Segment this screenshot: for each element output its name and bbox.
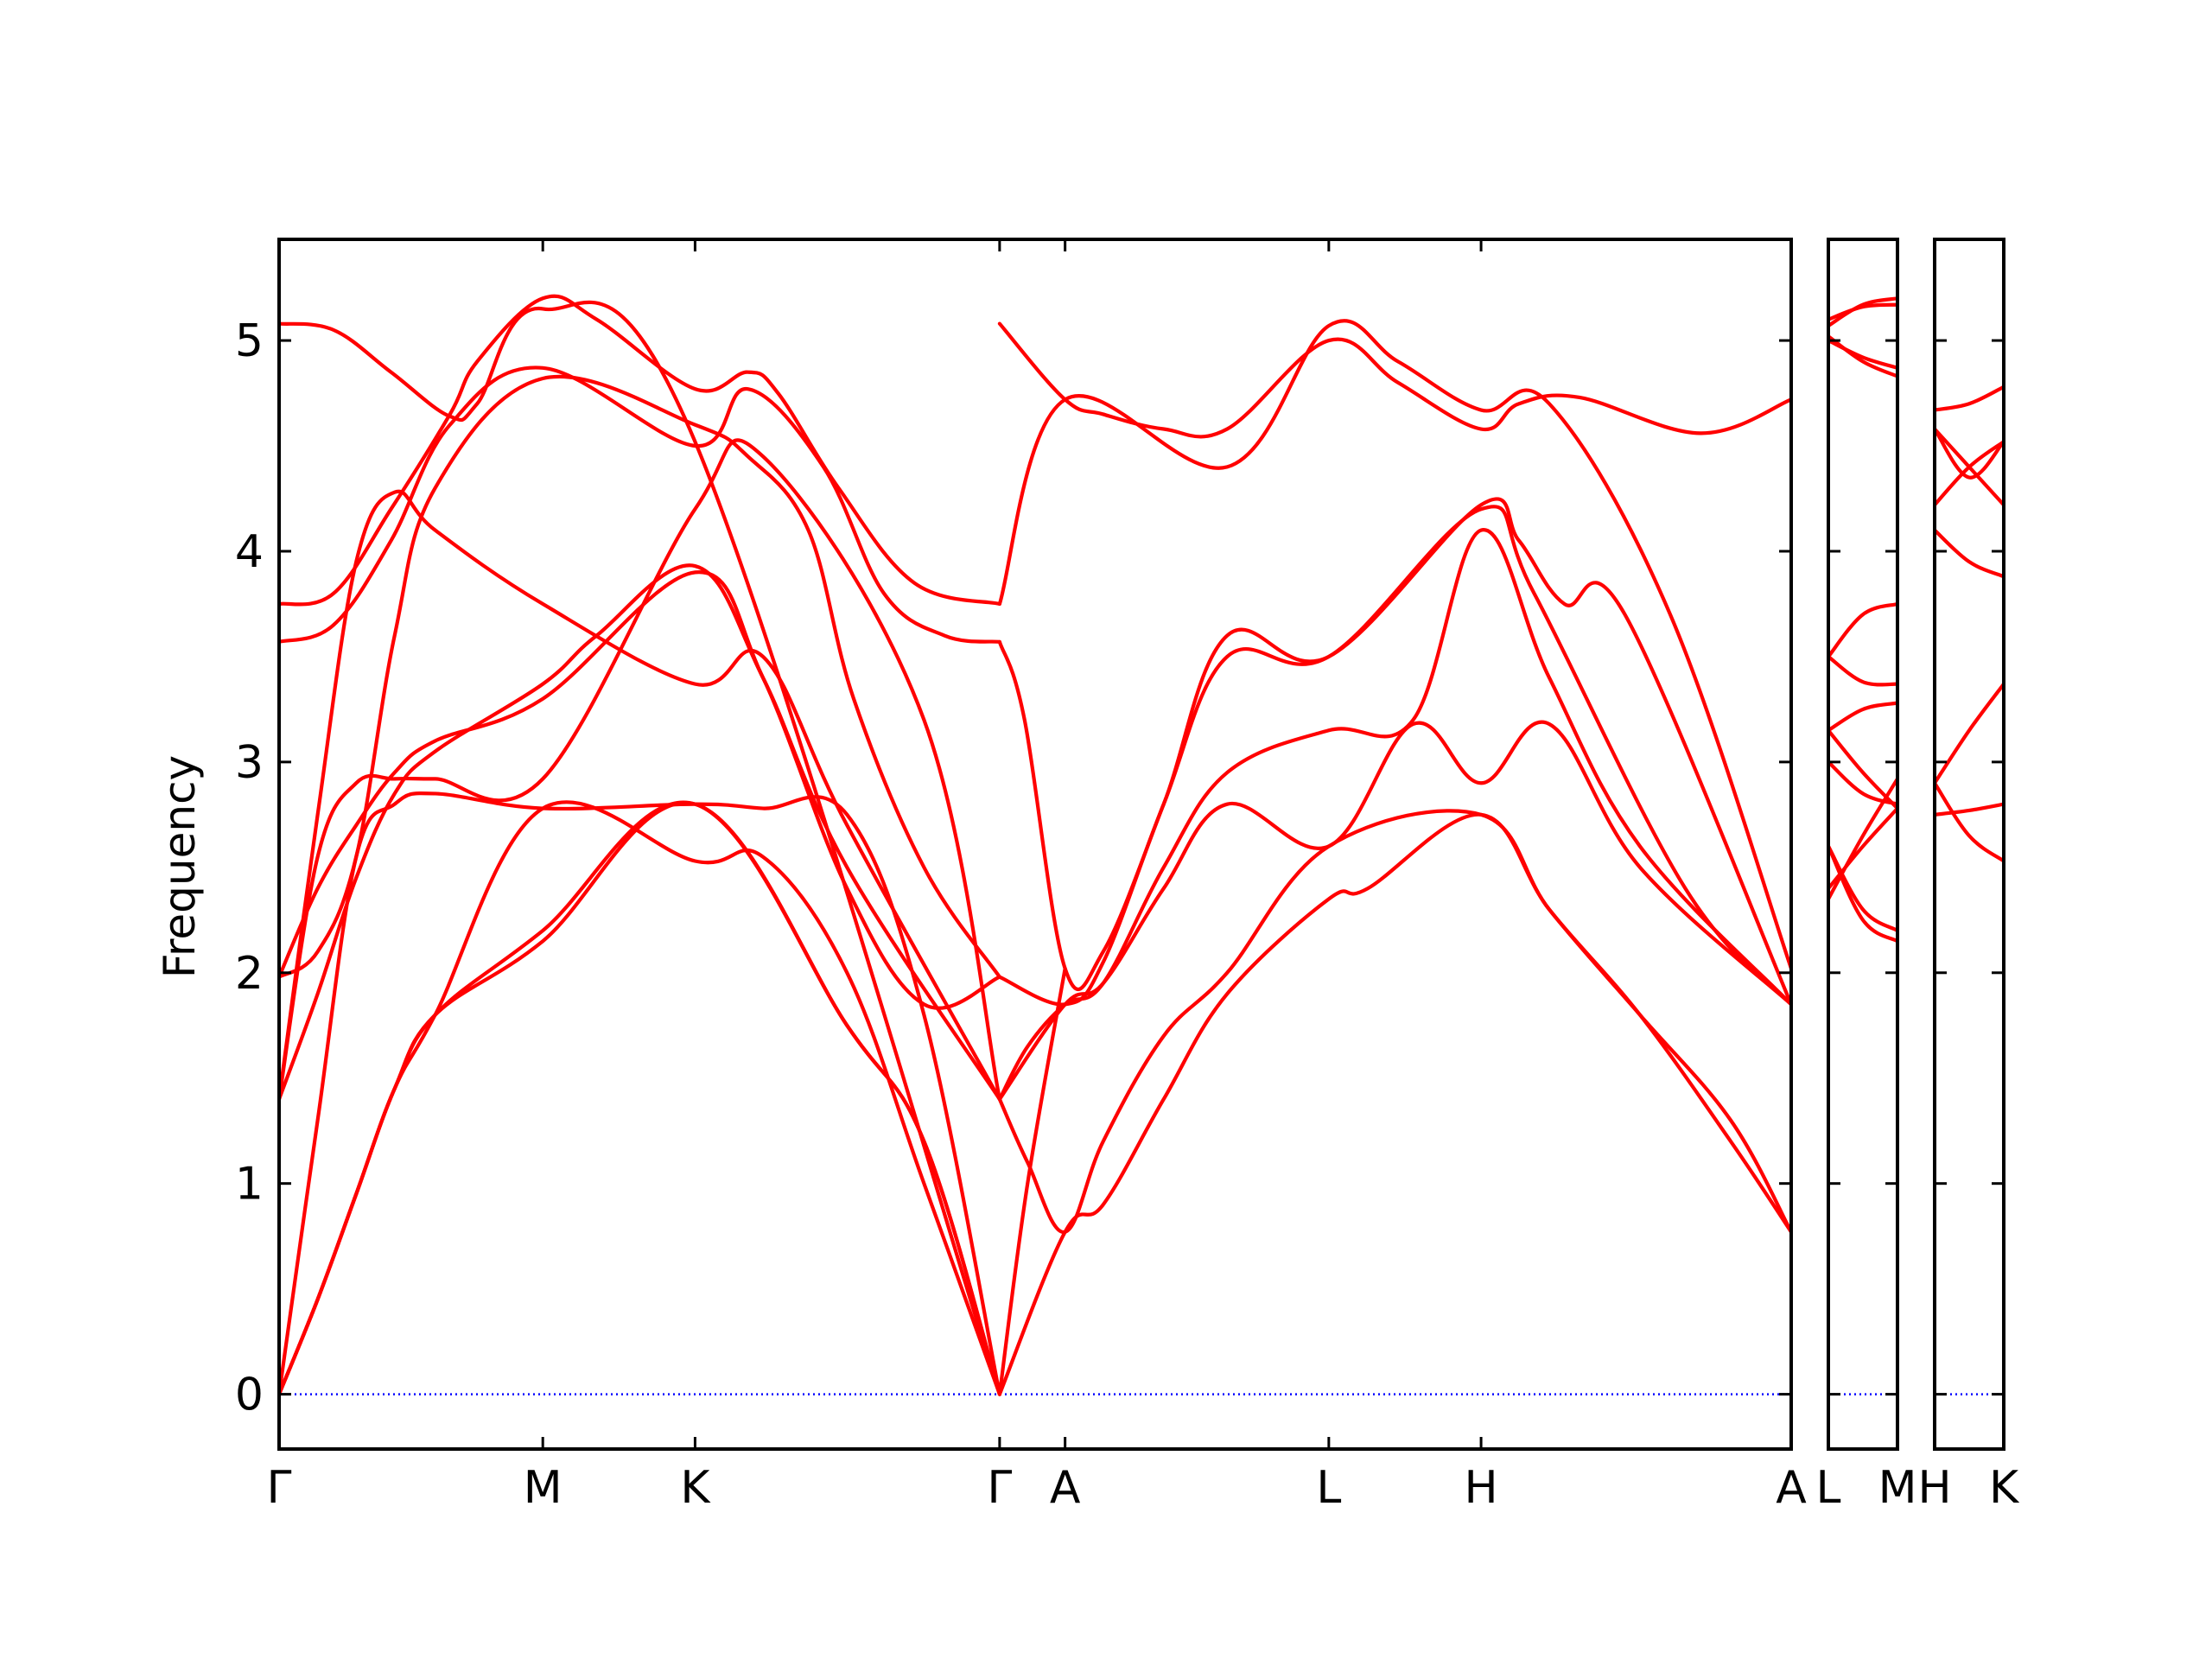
band-line-4 [279, 489, 1001, 1102]
x-tick-label: M [1878, 1462, 1917, 1514]
band-line-2 [1935, 427, 2004, 480]
x-tick-label: H [1917, 1462, 1951, 1514]
band-line-5 [279, 374, 1001, 979]
band-line-13 [1828, 760, 1897, 806]
band-line-7 [1935, 781, 2004, 863]
band-line-3 [279, 365, 1001, 644]
band-line-6 [279, 438, 1001, 1102]
band-line-7 [1828, 701, 1897, 733]
band-line-19 [997, 809, 1791, 1234]
y-tick-label: 5 [235, 315, 264, 367]
y-tick-label: 2 [235, 948, 264, 1000]
band-line-17 [997, 528, 1791, 1102]
band-line-10 [279, 800, 1001, 1396]
panel-frame [1933, 238, 2005, 1451]
band-line-1 [1935, 385, 2004, 412]
x-tick-label: A [1050, 1462, 1081, 1514]
band-line-11 [279, 800, 1001, 1396]
band-line-21 [997, 966, 1067, 1396]
y-axis-label: Frequency [155, 755, 205, 978]
x-tick-label: Γ [267, 1462, 292, 1514]
band-group [1935, 385, 2004, 863]
band-line-15 [997, 497, 1791, 1007]
band-line-8 [1935, 682, 2004, 785]
x-tick-label: A [1776, 1462, 1807, 1514]
band-line-12 [1828, 806, 1897, 891]
x-tick-label: H [1465, 1462, 1498, 1514]
band-line-2 [1828, 302, 1897, 321]
panel-frame [277, 238, 1793, 1451]
band-line-8 [1828, 728, 1897, 810]
y-tick-label: 1 [235, 1159, 264, 1211]
band-line-6 [1828, 654, 1897, 687]
band-line-11 [1828, 777, 1897, 901]
y-tick-label: 4 [235, 526, 264, 578]
band-line-14 [997, 319, 1791, 970]
band-line-5 [1828, 601, 1897, 659]
panel-frame [1827, 238, 1899, 1451]
band-line-8 [279, 570, 1001, 1010]
band-line-1 [1828, 296, 1897, 328]
band-line-18 [997, 720, 1791, 1102]
band-line-6 [1935, 802, 2004, 817]
x-tick-label: L [1316, 1462, 1341, 1514]
band-line-1 [279, 300, 1001, 1396]
y-tick-label: 3 [235, 737, 264, 789]
band-group [1828, 296, 1897, 944]
band-line-5 [1935, 528, 2004, 579]
x-tick-label: K [680, 1462, 711, 1514]
band-line-16 [997, 505, 1791, 1007]
x-tick-label: Γ [987, 1462, 1012, 1514]
band-group [279, 294, 1791, 1396]
x-tick-label: L [1816, 1462, 1841, 1514]
band-line-20 [997, 812, 1791, 1396]
x-tick-label: K [1989, 1462, 2020, 1514]
y-tick-label: 0 [235, 1370, 264, 1421]
x-tick-label: M [524, 1462, 563, 1514]
band-line-4 [1935, 427, 2004, 507]
band-line-10 [1828, 844, 1897, 944]
band-line-12 [279, 800, 1001, 1396]
band-line-13 [997, 321, 1791, 439]
band-line-4 [1828, 334, 1897, 378]
band-line-9 [279, 791, 1001, 1396]
band-line-2 [279, 294, 1001, 607]
